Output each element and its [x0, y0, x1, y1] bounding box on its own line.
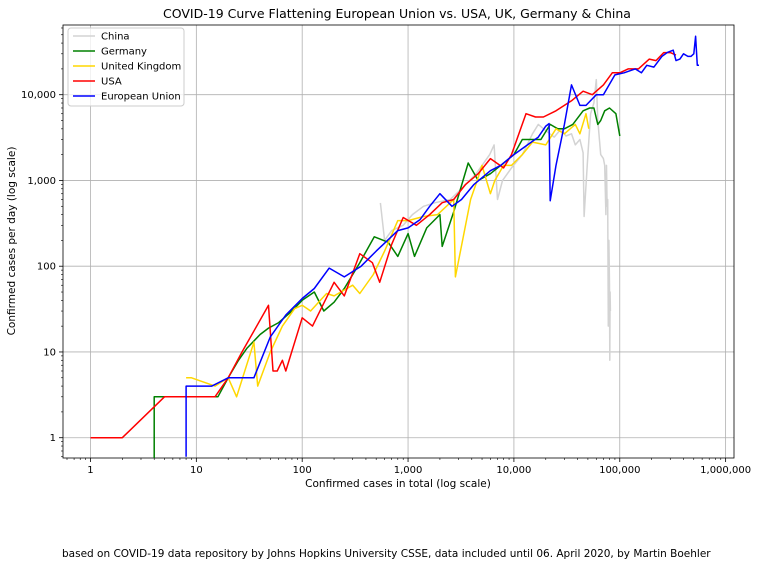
y-tick-label: 1 — [50, 433, 56, 444]
x-axis: 1 10 100 1,000 10,000 100,000 1,000,000 — [66, 458, 751, 476]
x-tick-label: 1 — [87, 465, 93, 476]
x-tick-label: 1,000 — [394, 465, 423, 476]
series-line-united-kingdom — [186, 112, 590, 398]
y-tick-label: 1,000 — [27, 176, 56, 187]
x-tick-label: 1,000,000 — [700, 465, 751, 476]
legend-label-united-kingdom: United Kingdom — [101, 62, 181, 73]
x-tick-label: 10 — [190, 465, 203, 476]
x-tick-label: 100,000 — [599, 465, 640, 476]
x-tick-label: 100 — [293, 465, 312, 476]
series-layer — [90, 35, 699, 458]
legend-label-germany: Germany — [101, 47, 147, 58]
y-axis: 1 10 100 1,000 10,000 — [21, 27, 63, 458]
y-tick-label: 10,000 — [21, 90, 56, 101]
chart-title: COVID-19 Curve Flattening European Union… — [163, 6, 631, 21]
plot-area — [62, 24, 735, 459]
source-caption: based on COVID-19 data repository by Joh… — [62, 548, 711, 560]
y-tick-label: 10 — [43, 347, 56, 358]
legend-label-usa: USA — [101, 77, 122, 88]
legend-label-european-union: European Union — [101, 92, 181, 103]
x-tick-label: 10,000 — [496, 465, 531, 476]
legend-label-china: China — [101, 32, 130, 43]
y-axis-label: Confirmed cases per day (log scale) — [6, 147, 18, 336]
legend-box — [67, 27, 185, 107]
legend: China Germany United Kingdom USA European Un… — [67, 27, 185, 107]
series-line-china — [379, 78, 612, 362]
series-line-germany — [153, 107, 621, 458]
y-tick-label: 100 — [37, 262, 56, 273]
x-axis-label: Confirmed cases in total (log scale) — [305, 478, 491, 490]
series-line-european-union — [185, 35, 699, 457]
